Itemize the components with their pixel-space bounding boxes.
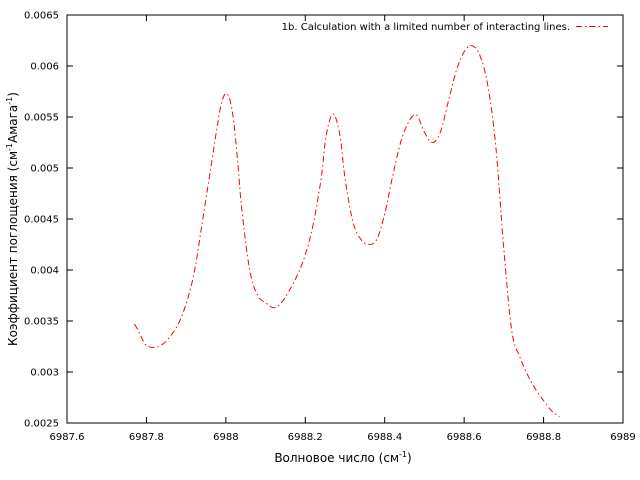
legend: 1b. Calculation with a limited number of… (282, 22, 608, 33)
y-tick-label: 0.0055 (24, 113, 59, 124)
data-point (519, 356, 520, 357)
x-tick-label: 6988 (213, 432, 238, 443)
data-point (221, 101, 222, 102)
data-point (162, 344, 163, 345)
y-tick-label: 0.004 (30, 266, 59, 277)
data-point (487, 86, 488, 87)
data-point (281, 302, 282, 303)
data-point (265, 302, 266, 303)
x-tick-label: 6988.8 (526, 432, 561, 443)
data-point (332, 113, 333, 114)
data-point (503, 249, 504, 250)
data-point (237, 162, 238, 163)
data-point (479, 55, 480, 56)
legend-label: 1b. Calculation with a limited number of… (282, 22, 570, 33)
y-axis-title-part3: ) (6, 92, 20, 97)
y-axis-title-part2: Амага (6, 105, 20, 143)
data-point (225, 93, 226, 94)
data-point (416, 114, 417, 115)
data-point (186, 303, 187, 304)
data-point (535, 389, 536, 390)
data-point (344, 178, 345, 179)
data-point (495, 147, 496, 148)
data-point (289, 290, 290, 291)
data-point (352, 221, 353, 222)
x-axis-title-end: ) (407, 451, 412, 465)
data-point (134, 323, 135, 324)
x-axis-title-sup: -1 (399, 450, 407, 459)
data-point (511, 331, 512, 332)
data-point (146, 345, 147, 346)
data-point (527, 374, 528, 375)
y-tick-label: 0.0065 (24, 11, 59, 22)
data-point (170, 336, 171, 337)
data-point (448, 101, 449, 102)
y-axis-title: Коэффициент поглощения (см-1Амага-1) (5, 92, 20, 346)
y-tick-label: 0.0035 (24, 317, 59, 328)
data-point (384, 213, 385, 214)
data-point (368, 244, 369, 245)
data-point (336, 122, 337, 123)
y-axis-title-sup2: -1 (5, 97, 14, 105)
x-tick-label: 6987.8 (129, 432, 164, 443)
data-point (543, 400, 544, 401)
data-point (209, 173, 210, 174)
y-tick-label: 0.005 (30, 164, 59, 175)
x-tick-label: 6989 (610, 432, 635, 443)
data-point (257, 295, 258, 296)
data-point (440, 132, 441, 133)
data-point (297, 275, 298, 276)
x-tick-label: 6987.6 (50, 432, 85, 443)
y-tick-label: 0.003 (30, 368, 59, 379)
data-point (471, 45, 472, 46)
y-axis-title-sup1: -1 (5, 143, 14, 151)
data-point (305, 254, 306, 255)
data-point (360, 239, 361, 240)
series-line (134, 44, 560, 418)
x-tick-label: 6988.4 (367, 432, 402, 443)
data-point (321, 178, 322, 179)
data-point (432, 142, 433, 143)
data-point (193, 272, 194, 273)
data-point (551, 410, 552, 411)
data-point (559, 416, 560, 417)
data-point (273, 307, 274, 308)
data-point (233, 122, 234, 123)
data-point (229, 99, 230, 100)
x-axis-title: Волновое число (см-1) (274, 450, 411, 465)
x-axis-title-main: Волновое число (см (274, 451, 399, 465)
axis-tick-labels: 6987.6 6987.8 6988 6988.2 6988.4 6988.6 6988.8… (24, 11, 636, 444)
data-point (424, 132, 425, 133)
data-point (408, 122, 409, 123)
y-tick-label: 0.0045 (24, 215, 59, 226)
data-point (340, 142, 341, 143)
data-point (464, 51, 465, 52)
axis-ticks (67, 15, 623, 423)
data-point (325, 142, 326, 143)
data-point (241, 208, 242, 209)
data-point (392, 176, 393, 177)
data-point (400, 142, 401, 143)
y-tick-label: 0.006 (30, 62, 59, 73)
data-point (201, 224, 202, 225)
data-point (313, 224, 314, 225)
data-point (376, 239, 377, 240)
data-point (249, 269, 250, 270)
data-point (217, 122, 218, 123)
data-point (138, 331, 139, 332)
data-point (178, 323, 179, 324)
data-point (456, 71, 457, 72)
data-point (142, 339, 143, 340)
y-axis-title-part1: Коэффициент поглощения (см (6, 151, 20, 346)
y-tick-label: 0.0025 (24, 419, 59, 430)
data-point (154, 347, 155, 348)
x-tick-label: 6988.2 (288, 432, 323, 443)
x-tick-label: 6988.6 (447, 432, 482, 443)
data-point (329, 122, 330, 123)
